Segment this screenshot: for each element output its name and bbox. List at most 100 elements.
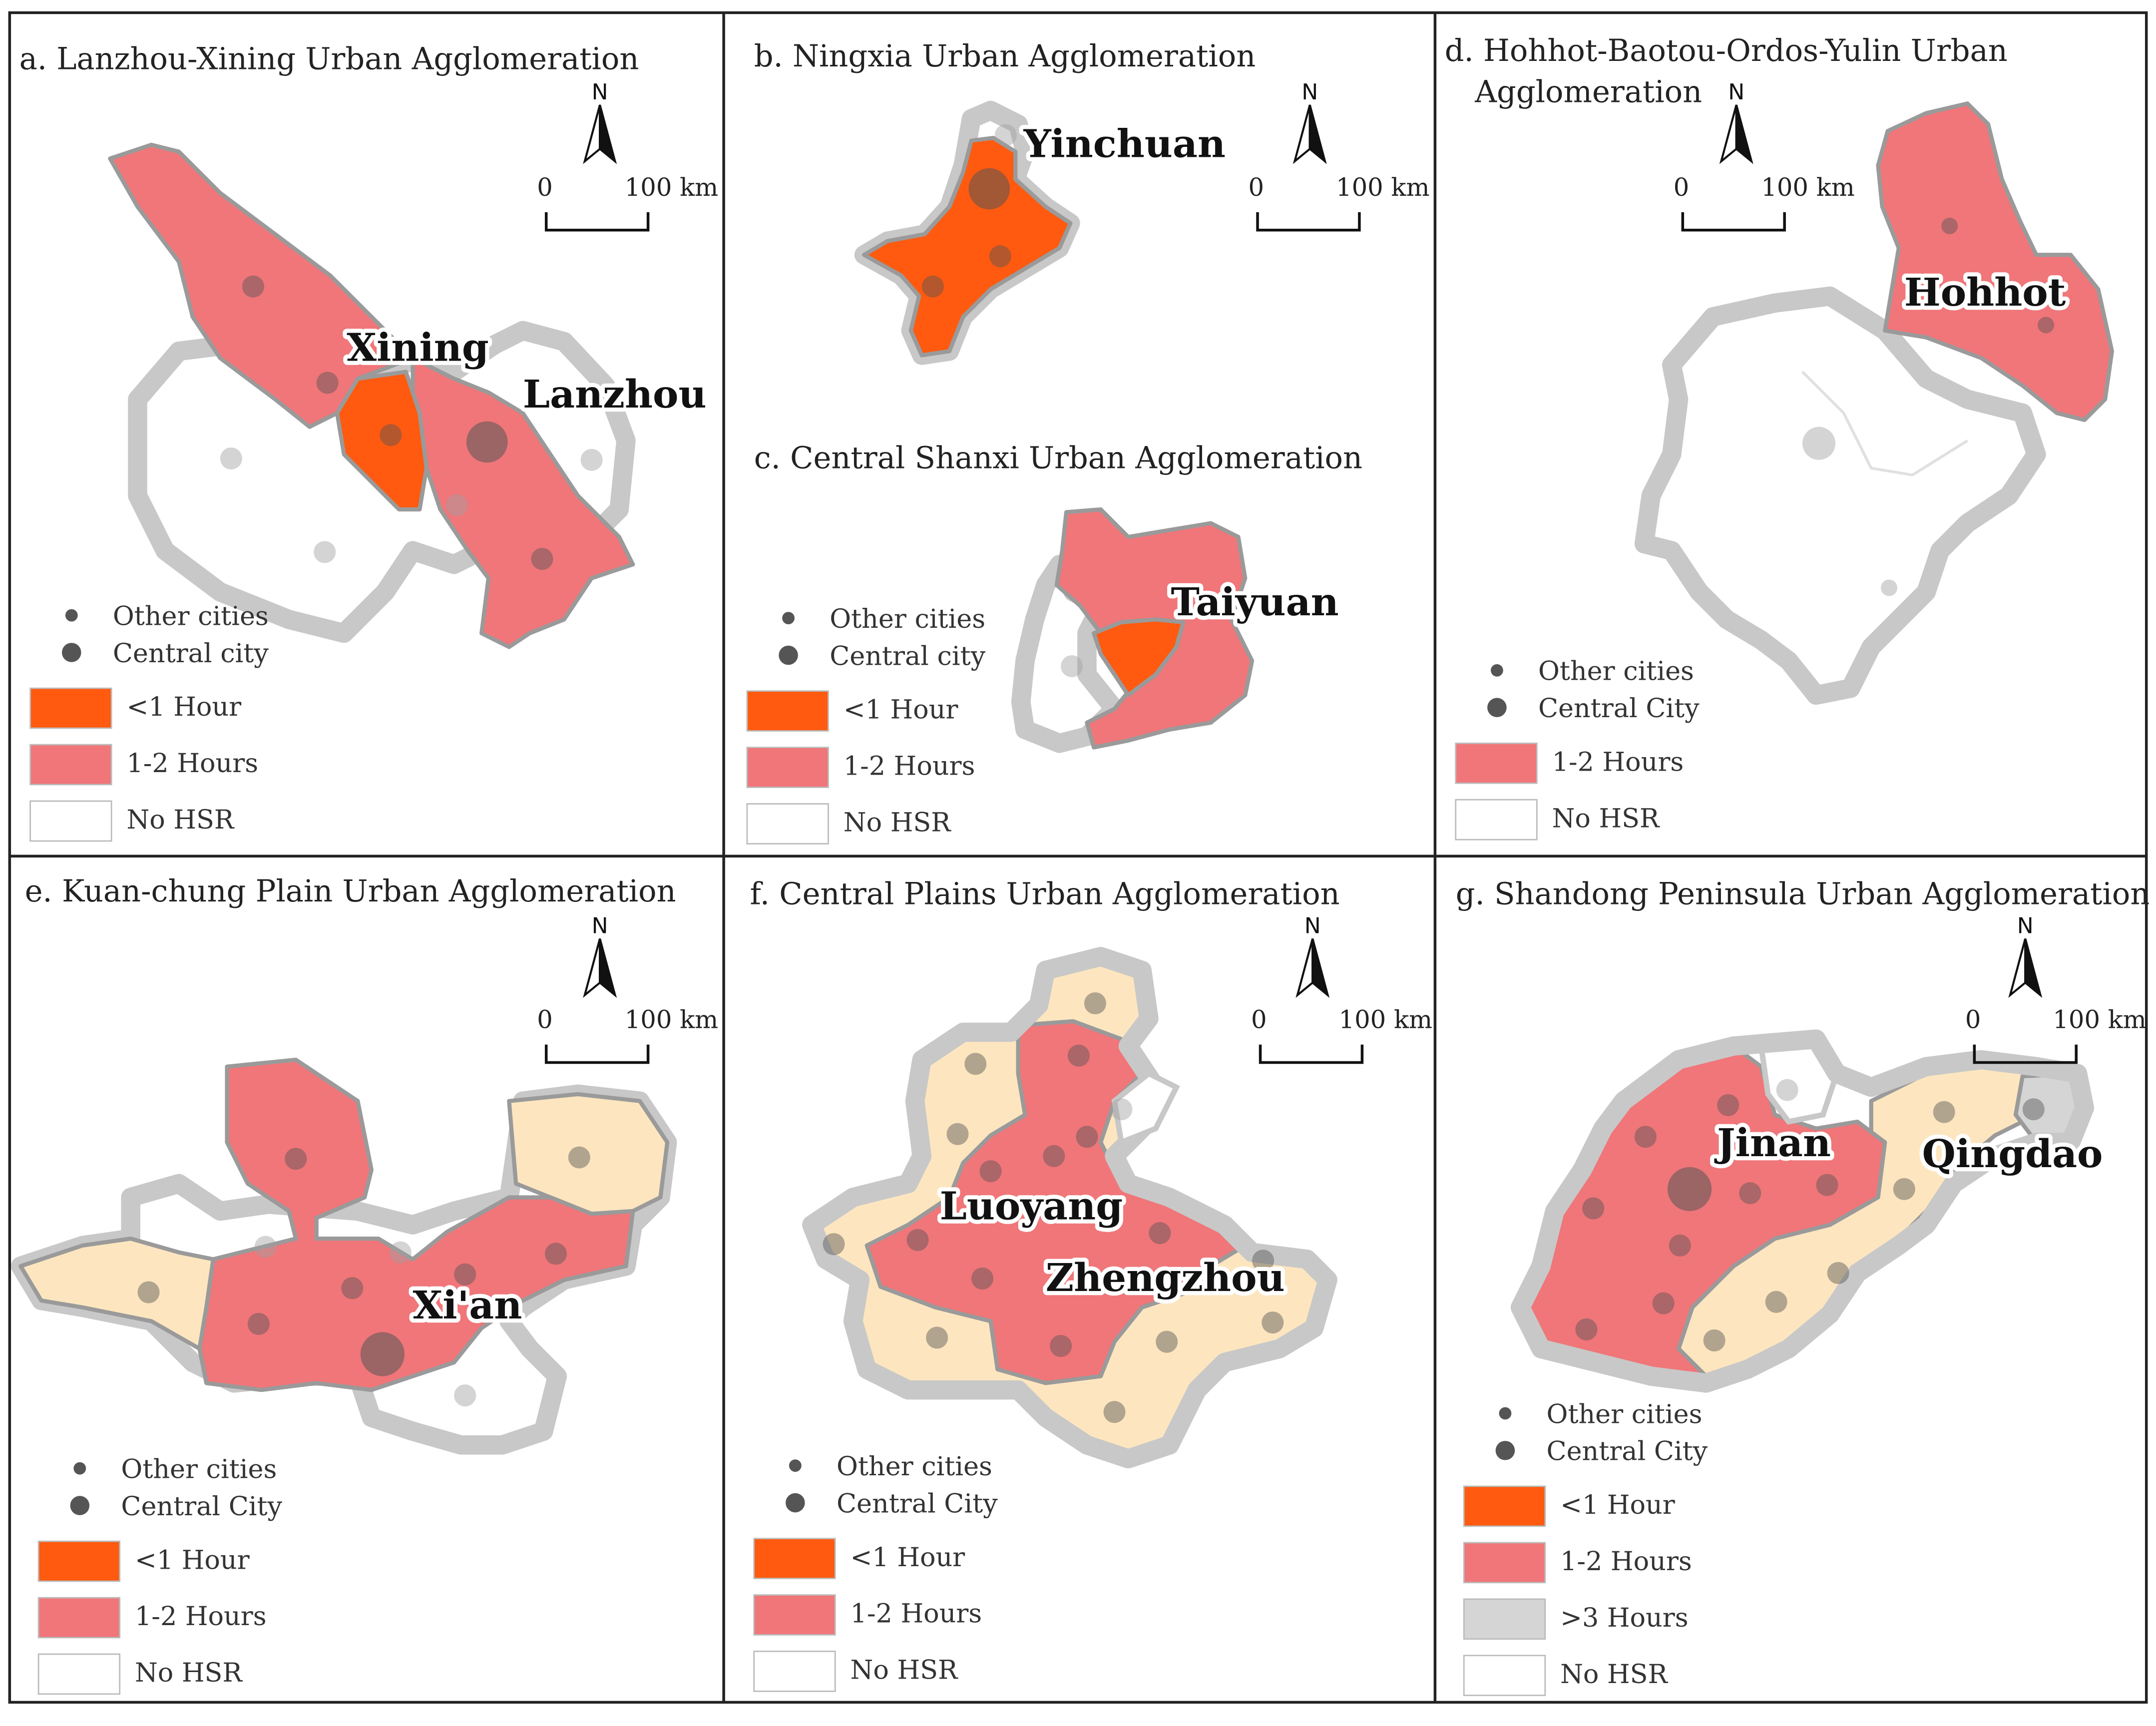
legend-item: Central City [70,1491,283,1522]
legend-label: 1-2 Hours [126,748,258,779]
legend-other-city-symbol [65,609,78,622]
panel-g-legend: Other cities Central City <1 Hour 1-2 Hours… [1463,1399,1708,1697]
scale-bar-line [1973,1044,2078,1064]
panel-f-label-luoyang: Luoyang [940,1184,1123,1229]
legend-label: No HSR [844,808,951,838]
scale-bar-distance-label: 100 km [1761,173,1854,202]
panel-e-region-1-2-hours [197,1057,635,1392]
panel-b-central-city-dot [968,168,1010,210]
panel-f-map: Luoyang Zhengzhou [802,947,1337,1469]
panel-e-north-arrow: N [583,913,617,998]
scale-bar-distance-label: 100 km [625,173,718,202]
legend-label: 1-2 Hours [1560,1546,1692,1577]
scale-bar-distance-label: 100 km [2053,1005,2146,1034]
legend-item: Other cities [1499,1399,1703,1429]
north-arrow-left-half [1719,104,1737,164]
panel-f-other-city-dot [1067,1044,1090,1067]
legend-item: <1 Hour [29,687,242,729]
north-arrow-left-half [583,938,601,998]
legend-item: 1-2 Hours [1463,1542,1692,1584]
north-arrow-right-half [1735,104,1753,164]
panel-f-other-city-dot [1149,1222,1171,1245]
panel-e-title: e. Kuan-chung Plain Urban Agglomeration [25,874,676,909]
legend-item: Central City [1487,693,1700,724]
panel-d: d. Hohhot-Baotou-Ordos-Yulin Urban Agglo… [1445,33,2114,841]
legend-other-city-symbol [1490,664,1503,677]
panel-e-other-city-dot [544,1243,567,1265]
legend-item: 1-2 Hours [29,744,258,786]
scale-bar-zero-label: 0 [1248,173,1264,202]
legend-swatch [37,1653,121,1695]
north-arrow-right-half [2024,938,2043,998]
north-arrow-right-half [599,104,617,164]
legend-label: <1 Hour [844,695,959,725]
legend-item: No HSR [753,1651,958,1692]
panel-a-other-city-dot [242,275,264,298]
panel-g-label-jinan: Jinan [1714,1121,1831,1166]
panel-f: f. Central Plains Urban Agglomeration [750,877,1432,1692]
panel-f-other-city-dot [1156,1330,1178,1353]
legend-label: No HSR [126,805,234,835]
panel-e-central-city-dot [360,1332,405,1376]
panel-a-label-xining: Xining [347,325,489,370]
panel-d-region-1-2-hours [1876,101,2114,423]
panel-e-region-2-3-hours-west [18,1236,216,1351]
panel-g-other-city-dot [1634,1126,1657,1148]
panel-f-other-city-dot [1050,1334,1072,1357]
legend-label: Other cities [1547,1399,1703,1429]
panel-g-other-city-dot [1669,1234,1691,1257]
panel-f-other-city-dot [1262,1311,1284,1334]
scale-bar-distance-label: 100 km [1336,173,1429,202]
panel-f-label-zhengzhou: Zhengzhou [1046,1256,1285,1300]
panel-g-label-qingdao: Qingdao [1922,1132,2103,1177]
panel-d-outline [1634,286,2046,705]
panel-a-other-city-dot-no-hsr [580,448,603,471]
north-arrow-right-half [1311,938,1330,998]
legend-label: <1 Hour [1560,1490,1676,1520]
panel-g-other-city-dot [1816,1174,1838,1196]
panel-a-other-city-dot [531,548,553,570]
legend-central-city-symbol [61,643,81,662]
legend-swatch [753,1538,836,1579]
legend-swatch [746,803,829,845]
legend-label: 1-2 Hours [1552,747,1684,777]
panel-g-map: Jinan Qingdao [1510,1029,2107,1393]
panel-a-map: Xining Lanzhou [108,142,711,649]
panel-b-other-city-dot-no-hsr [994,124,1017,146]
panel-c-title: c. Central Shanxi Urban Agglomeration [754,440,1362,475]
north-arrow-label: N [1301,79,1318,105]
north-arrow-left-half [1295,938,1314,998]
scale-bar-line [1681,212,1786,232]
legend-item: <1 Hour [753,1538,965,1579]
legend-swatch [29,687,112,729]
panel-g-other-city-dot [1933,1101,1955,1123]
legend-swatch [37,1540,121,1582]
panel-b-label-yinchuan: Yinchuan [1023,122,1226,167]
panel-f-other-city-dot [926,1326,948,1349]
scale-bar-line [544,1044,650,1064]
panel-b-title: b. Ningxia Urban Agglomeration [754,39,1256,74]
panel-g-other-city-dot [1652,1292,1675,1314]
legend-swatch [29,744,112,786]
panel-g-other-city-dot-no-hsr [1776,1079,1798,1101]
panel-d-other-city-dot [1941,217,1958,234]
panel-g-scale-bar: 0 100 km [1965,1005,2147,1064]
panel-a-other-city-dot [380,424,402,446]
panel-f-other-city-dot [1252,1250,1275,1272]
legend-label: No HSR [135,1658,243,1688]
panel-e-scale-bar: 0 100 km [537,1005,718,1064]
scale-bar-zero-label: 0 [1251,1005,1267,1034]
legend-central-city-symbol [1487,698,1507,717]
legend-swatch [753,1651,836,1692]
legend-other-city-symbol [789,1459,802,1472]
legend-item: Other cities [73,1454,277,1484]
panel-f-other-city-dot [1076,1126,1098,1148]
panel-f-other-city-dot [823,1233,845,1256]
panel-b: b. Ningxia Urban Agglomeration Yinchuan … [754,39,1430,365]
panel-a-legend: Other cities Central city <1 Hour 1-2 Hours… [29,601,269,842]
scale-bar-zero-label: 0 [1965,1005,1981,1034]
legend-swatch [1455,799,1538,841]
scale-bar-zero-label: 0 [1674,173,1690,202]
legend-item: 1-2 Hours [753,1594,982,1636]
legend-label: Central City [1547,1436,1708,1467]
